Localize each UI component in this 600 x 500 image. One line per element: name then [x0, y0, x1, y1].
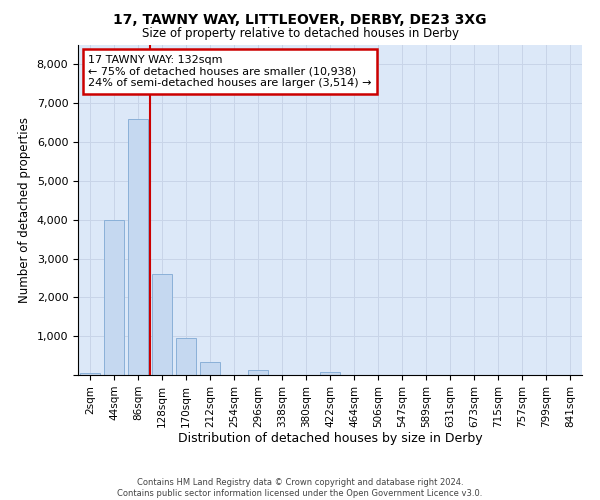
Bar	[104, 220, 124, 375]
Bar	[152, 274, 172, 375]
Y-axis label: Number of detached properties: Number of detached properties	[18, 117, 31, 303]
Bar	[80, 373, 100, 375]
Bar	[128, 119, 148, 375]
Bar	[320, 372, 340, 375]
Bar	[200, 362, 220, 375]
Text: 17, TAWNY WAY, LITTLEOVER, DERBY, DE23 3XG: 17, TAWNY WAY, LITTLEOVER, DERBY, DE23 3…	[113, 12, 487, 26]
Text: 17 TAWNY WAY: 132sqm
← 75% of detached houses are smaller (10,938)
24% of semi-d: 17 TAWNY WAY: 132sqm ← 75% of detached h…	[88, 55, 371, 88]
Text: Size of property relative to detached houses in Derby: Size of property relative to detached ho…	[142, 28, 458, 40]
X-axis label: Distribution of detached houses by size in Derby: Distribution of detached houses by size …	[178, 432, 482, 446]
Text: Contains HM Land Registry data © Crown copyright and database right 2024.
Contai: Contains HM Land Registry data © Crown c…	[118, 478, 482, 498]
Bar	[248, 370, 268, 375]
Bar	[176, 338, 196, 375]
